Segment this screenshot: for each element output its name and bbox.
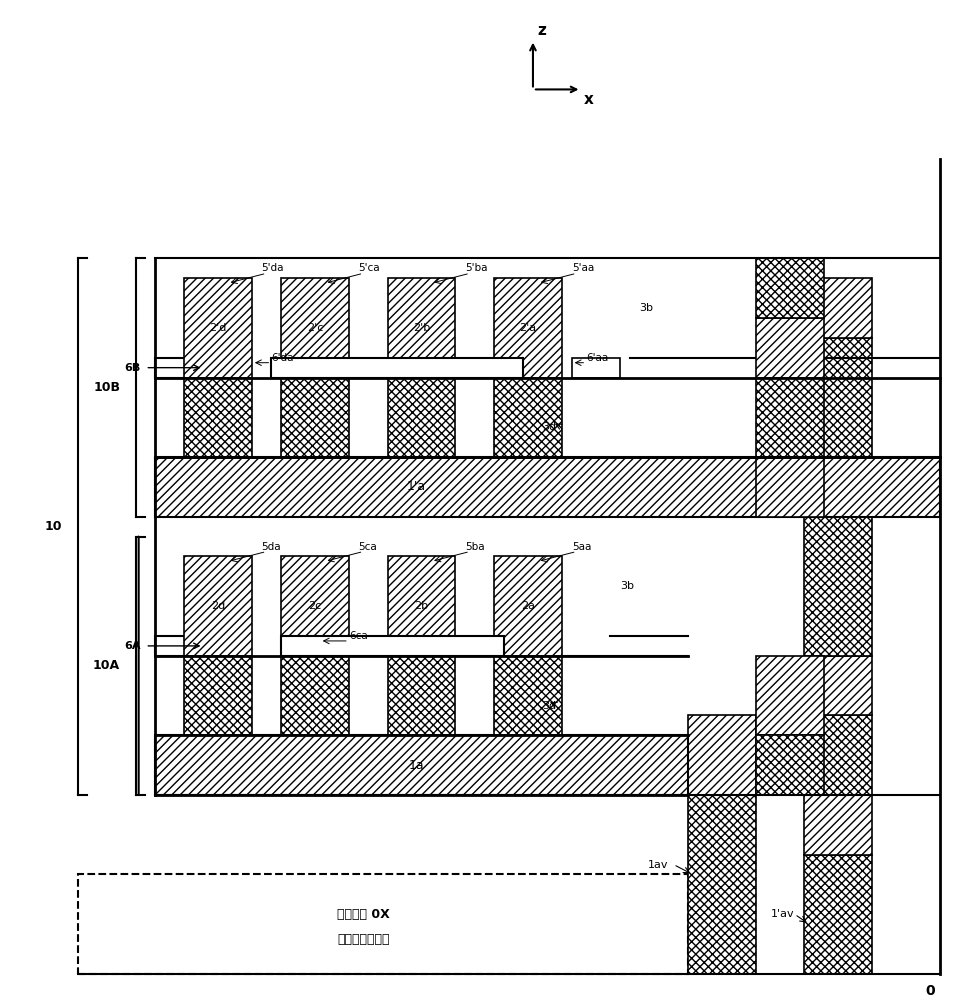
Text: 5da: 5da — [262, 542, 281, 552]
Bar — [572, 358, 620, 378]
Text: 5'aa: 5'aa — [572, 263, 594, 273]
Bar — [388, 656, 455, 735]
Bar — [281, 636, 504, 656]
Bar — [756, 378, 824, 457]
Bar — [281, 656, 349, 735]
Bar — [494, 556, 562, 656]
Bar — [155, 636, 203, 656]
Bar — [756, 656, 824, 735]
Bar — [184, 278, 252, 378]
Text: 1'a: 1'a — [407, 480, 426, 493]
Text: 0: 0 — [925, 984, 935, 998]
Bar — [155, 358, 203, 378]
Text: 1a: 1a — [409, 759, 424, 772]
Text: 2'd: 2'd — [209, 323, 227, 333]
Text: 5ca: 5ca — [359, 542, 377, 552]
Text: 5'da: 5'da — [262, 263, 284, 273]
Bar — [271, 358, 523, 378]
Bar — [281, 378, 349, 457]
Bar — [388, 378, 455, 457]
Text: 6'aa: 6'aa — [586, 353, 609, 363]
Text: 2b: 2b — [415, 601, 428, 611]
Text: 3d: 3d — [543, 422, 557, 432]
Bar — [804, 656, 872, 715]
Bar — [494, 278, 562, 378]
Bar — [184, 556, 252, 656]
Bar — [155, 457, 940, 517]
Bar — [688, 795, 756, 974]
Text: 衬底电路 0X: 衬底电路 0X — [337, 908, 390, 921]
Text: x: x — [583, 92, 593, 107]
Text: 3b: 3b — [620, 581, 634, 591]
Bar — [804, 715, 872, 795]
Bar — [804, 457, 872, 517]
Bar — [756, 258, 824, 318]
Text: 10: 10 — [45, 520, 62, 533]
Text: 1'av: 1'av — [771, 909, 795, 919]
Bar — [155, 735, 688, 795]
Bar — [494, 378, 562, 457]
Text: 6B: 6B — [124, 363, 141, 373]
Bar — [184, 656, 252, 735]
Text: 5aa: 5aa — [572, 542, 591, 552]
Bar — [281, 556, 349, 656]
Text: 6ca: 6ca — [349, 631, 367, 641]
Bar — [184, 378, 252, 457]
Bar — [804, 795, 872, 855]
Bar — [388, 278, 455, 378]
Bar — [271, 358, 504, 378]
Bar — [388, 556, 455, 656]
Bar — [756, 735, 824, 795]
Text: 2'c: 2'c — [307, 323, 323, 333]
Text: 2c: 2c — [308, 601, 322, 611]
Text: 3b: 3b — [640, 303, 653, 313]
Bar — [281, 278, 349, 378]
Text: 6A: 6A — [124, 641, 141, 651]
Bar — [756, 318, 824, 378]
Text: 5'ba: 5'ba — [465, 263, 487, 273]
Text: 6'da: 6'da — [271, 353, 294, 363]
Bar — [688, 715, 756, 795]
Bar — [804, 278, 872, 338]
Text: z: z — [538, 23, 547, 38]
Text: 2d: 2d — [211, 601, 225, 611]
Bar — [494, 656, 562, 735]
Bar — [804, 855, 872, 974]
Bar — [804, 338, 872, 457]
Text: 2'a: 2'a — [519, 323, 537, 333]
Text: 5ba: 5ba — [465, 542, 484, 552]
Bar — [78, 874, 688, 974]
Text: （含有晶体管）: （含有晶体管） — [337, 933, 390, 946]
Bar — [756, 457, 824, 517]
Text: 1av: 1av — [648, 860, 669, 870]
Text: 10B: 10B — [93, 381, 120, 394]
Text: 5'ca: 5'ca — [359, 263, 380, 273]
Text: 10A: 10A — [93, 659, 120, 672]
Bar — [804, 517, 872, 656]
Text: 2a: 2a — [521, 601, 535, 611]
Text: 3d: 3d — [543, 701, 557, 711]
Text: 2'b: 2'b — [413, 323, 430, 333]
